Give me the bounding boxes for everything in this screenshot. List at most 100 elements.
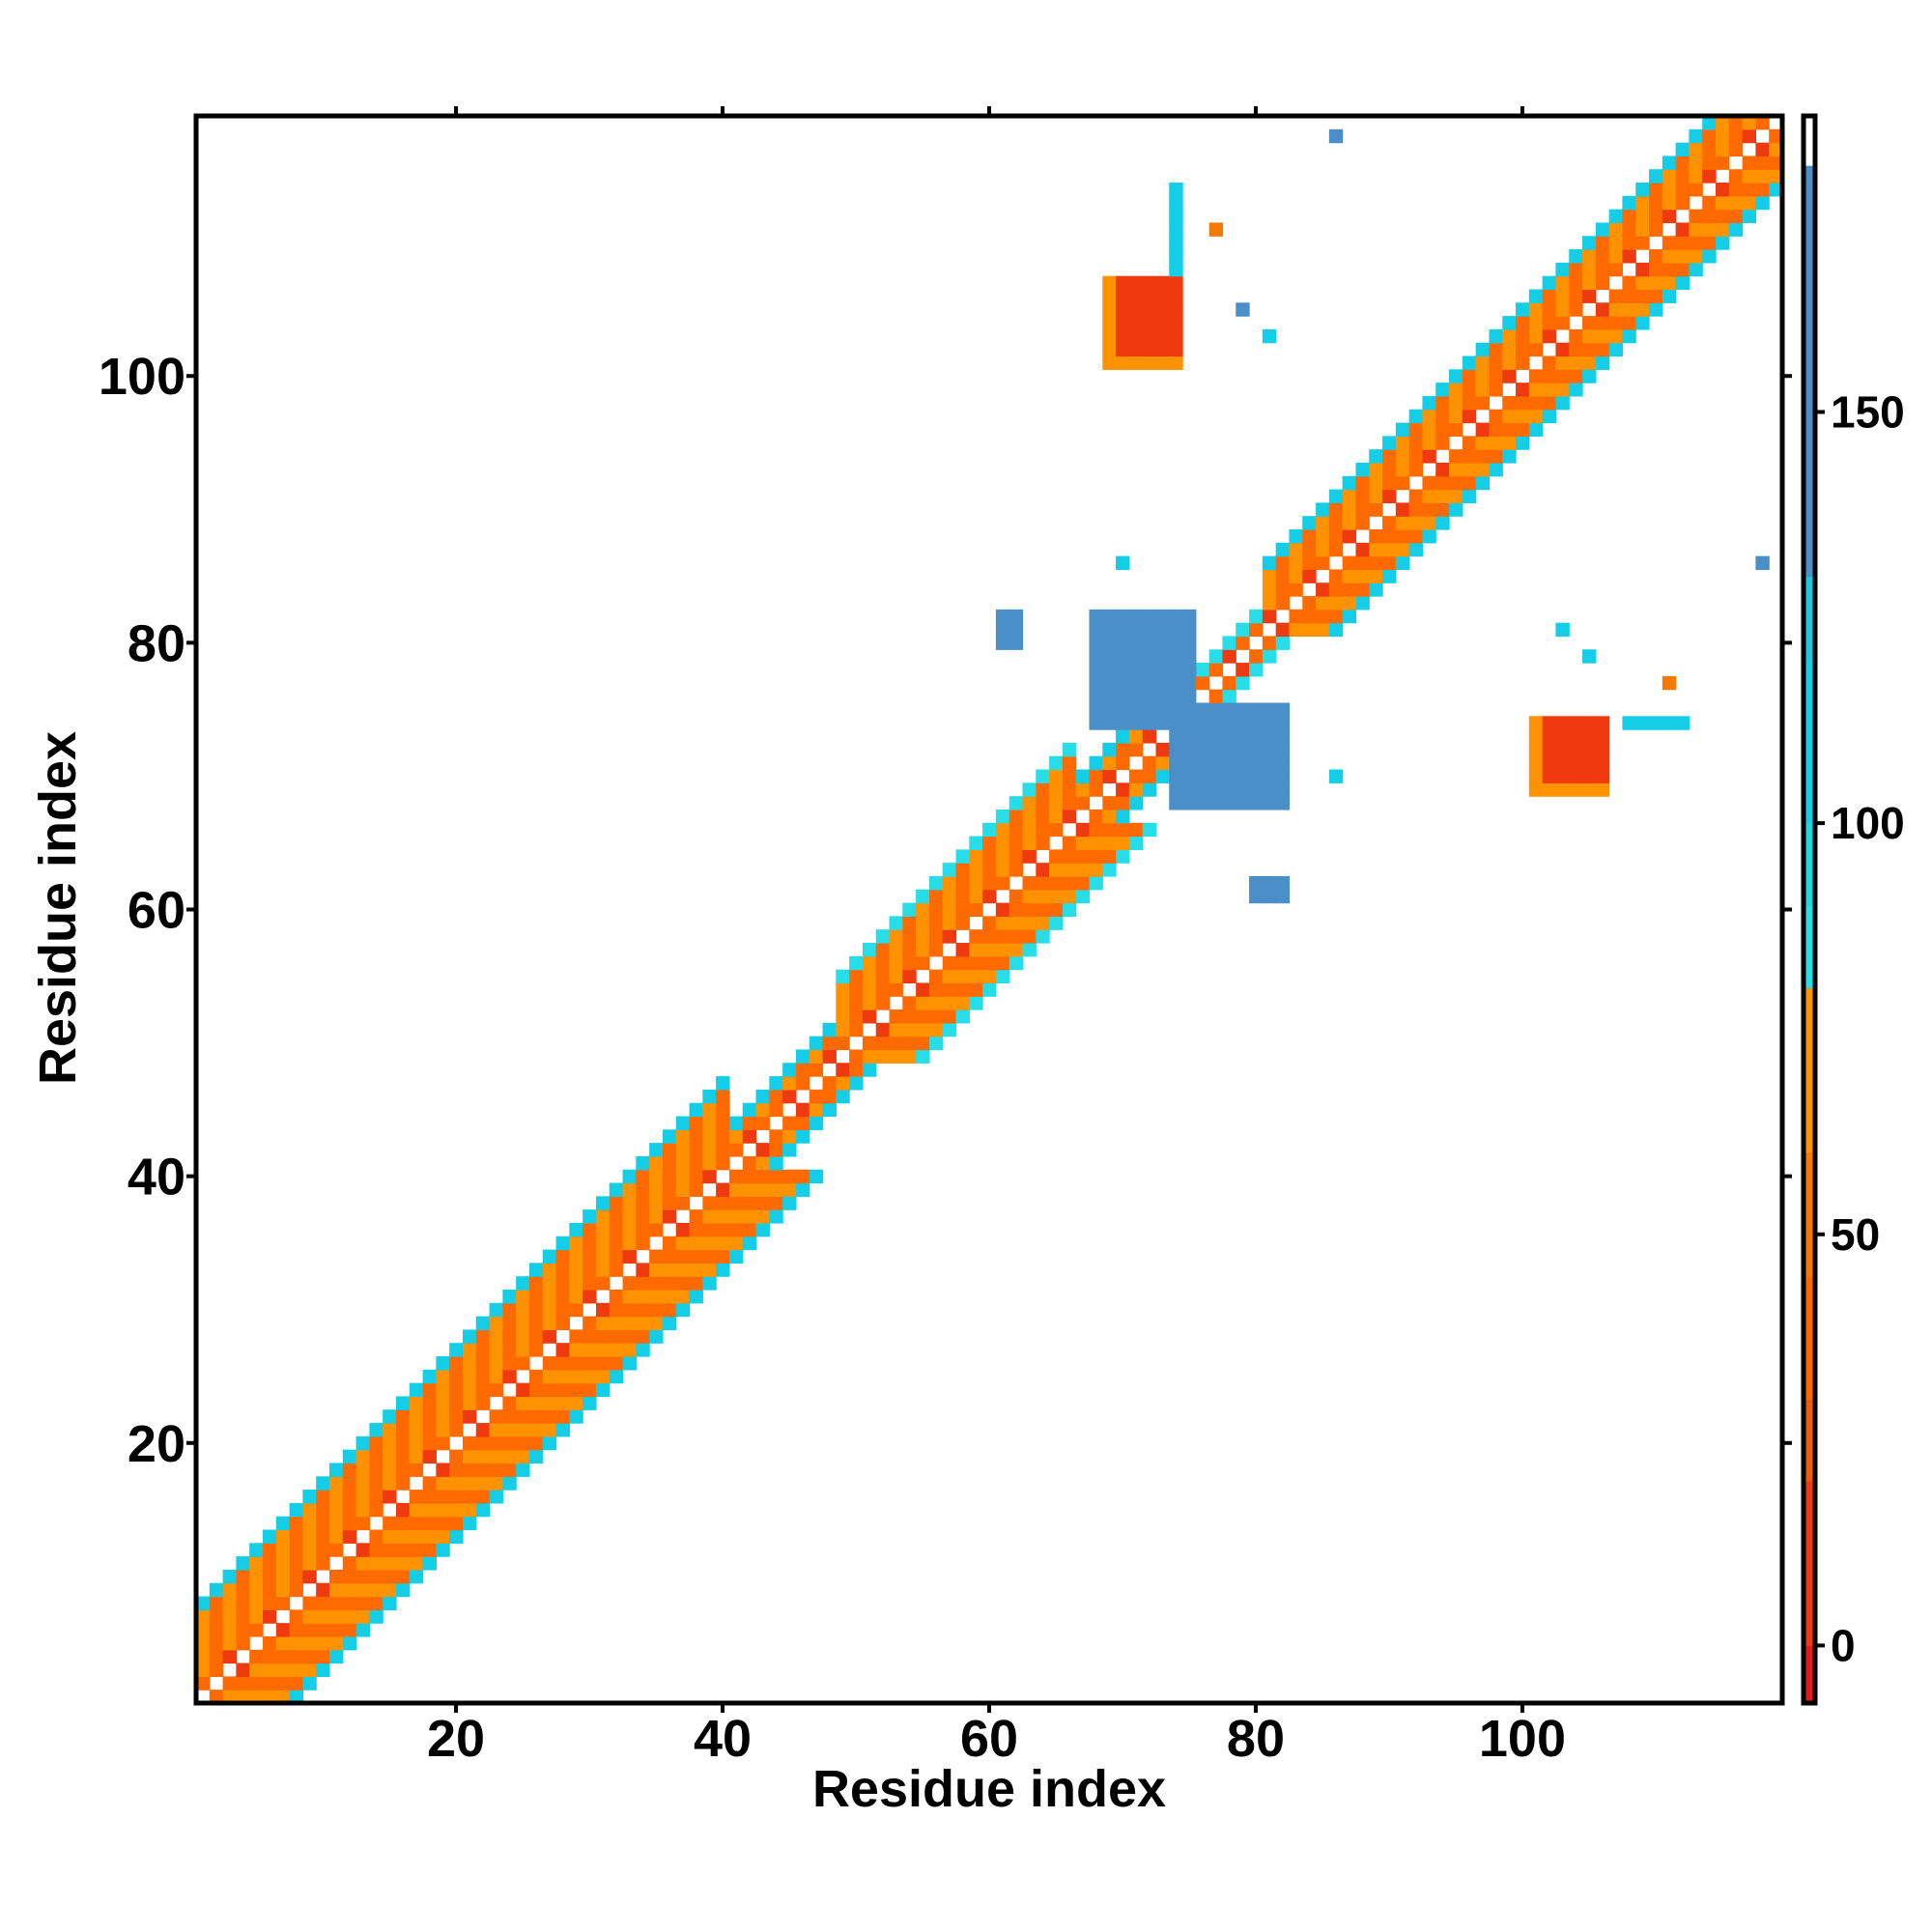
heatmap-cell <box>555 1236 570 1251</box>
heatmap-cell <box>689 1129 703 1144</box>
heatmap-cell <box>1769 156 1783 170</box>
heatmap-cell <box>369 1463 384 1477</box>
heatmap-cell <box>702 1209 717 1224</box>
heatmap-cell <box>1128 663 1144 677</box>
heatmap-cell <box>1408 462 1424 477</box>
heatmap-cell <box>328 1502 344 1518</box>
heatmap-cell <box>409 1543 424 1557</box>
heatmap-cell <box>302 1649 317 1664</box>
heatmap-cell <box>1049 916 1064 930</box>
heatmap-cell <box>889 1049 903 1064</box>
heatmap-cell <box>875 955 891 971</box>
heatmap-cell <box>1062 742 1077 757</box>
heatmap-cell <box>383 1596 397 1610</box>
heatmap-cell <box>449 1409 464 1424</box>
heatmap-cell <box>955 996 970 1010</box>
heatmap-cell <box>1022 875 1037 891</box>
heatmap-cell <box>1302 542 1317 557</box>
heatmap-cell <box>1369 542 1383 557</box>
heatmap-cell <box>636 1155 650 1171</box>
heatmap-cell <box>1116 796 1130 810</box>
heatmap-cell <box>422 1476 437 1491</box>
heatmap-cell <box>369 1596 384 1610</box>
heatmap-cell <box>582 1289 597 1304</box>
heatmap-cell <box>1222 716 1236 730</box>
heatmap-cell <box>942 889 957 904</box>
heatmap-cell <box>609 1209 624 1224</box>
heatmap-cell <box>196 1623 211 1637</box>
heatmap-cell <box>1635 222 1650 237</box>
heatmap-cell <box>1395 462 1410 477</box>
heatmap-cell <box>822 1076 837 1091</box>
heatmap-cell <box>289 1582 303 1598</box>
heatmap-cell <box>475 1316 491 1331</box>
heatmap-cell <box>1169 289 1183 303</box>
heatmap-cell <box>1595 316 1610 330</box>
heatmap-cell <box>528 1302 544 1318</box>
heatmap-cell <box>516 1382 530 1398</box>
heatmap-cell <box>636 1182 650 1197</box>
colorbar-band <box>1804 987 1815 1153</box>
heatmap-cell <box>528 1435 544 1451</box>
heatmap-cell <box>1702 128 1717 144</box>
heatmap-cell <box>1142 663 1157 677</box>
heatmap-cell <box>995 609 1010 624</box>
heatmap-cell <box>1249 649 1264 664</box>
heatmap-cell <box>742 1236 757 1251</box>
heatmap-cell <box>542 1249 557 1264</box>
heatmap-cell <box>475 1463 491 1477</box>
colorbar-tick-label: 100 <box>1831 798 1905 848</box>
heatmap-cell <box>1528 328 1544 344</box>
heatmap-cell <box>542 1382 557 1398</box>
heatmap-cell <box>995 929 1010 944</box>
heatmap-cell <box>809 1102 824 1118</box>
heatmap-cell <box>462 1476 477 1491</box>
heatmap-cell <box>836 1036 850 1051</box>
heatmap-cell <box>289 1543 303 1557</box>
heatmap-cell <box>1569 782 1583 797</box>
heatmap-cell <box>316 1556 330 1571</box>
heatmap-cell <box>1062 755 1077 771</box>
heatmap-cell <box>889 1009 903 1024</box>
heatmap-cell <box>849 1076 864 1091</box>
heatmap-cell <box>995 822 1010 838</box>
heatmap-cell <box>462 1343 477 1357</box>
heatmap-cell <box>916 996 930 1010</box>
heatmap-cell <box>1675 249 1690 264</box>
heatmap-cell <box>622 1316 637 1331</box>
heatmap-cell <box>1155 355 1170 370</box>
heatmap-cell <box>1649 275 1663 291</box>
heatmap-cell <box>1155 302 1170 317</box>
heatmap-cell <box>1555 742 1570 757</box>
heatmap-cell <box>1542 755 1557 771</box>
heatmap-cell <box>1155 316 1170 330</box>
heatmap-cell <box>422 1490 437 1504</box>
heatmap-cell <box>1422 475 1436 491</box>
heatmap-cell <box>1182 716 1197 730</box>
heatmap-cell <box>1089 822 1103 838</box>
y-tick-label: 60 <box>128 882 185 940</box>
heatmap-cell <box>1489 449 1503 464</box>
heatmap-cell <box>342 1623 357 1637</box>
heatmap-cell <box>1555 755 1570 771</box>
heatmap-cell <box>355 1502 370 1518</box>
heatmap-cell <box>1582 649 1597 664</box>
heatmap-cell <box>502 1463 517 1477</box>
heatmap-cell <box>995 955 1010 971</box>
heatmap-cell <box>1582 236 1597 250</box>
heatmap-cell <box>1169 302 1183 317</box>
heatmap-cell <box>836 996 850 1010</box>
heatmap-cell <box>1062 782 1077 797</box>
heatmap-cell <box>209 1662 224 1677</box>
y-tick-label: 100 <box>99 348 185 406</box>
heatmap-cell <box>1462 383 1477 397</box>
heatmap-cell <box>1275 729 1291 744</box>
heatmap-cell <box>928 889 944 904</box>
heatmap-cell <box>1102 649 1117 664</box>
heatmap-cell <box>302 1662 317 1677</box>
heatmap-cell <box>475 1435 491 1451</box>
heatmap-cell <box>1142 342 1157 357</box>
heatmap-cell <box>662 1316 677 1331</box>
heatmap-cell <box>475 1476 491 1491</box>
heatmap-cell <box>449 1490 464 1504</box>
